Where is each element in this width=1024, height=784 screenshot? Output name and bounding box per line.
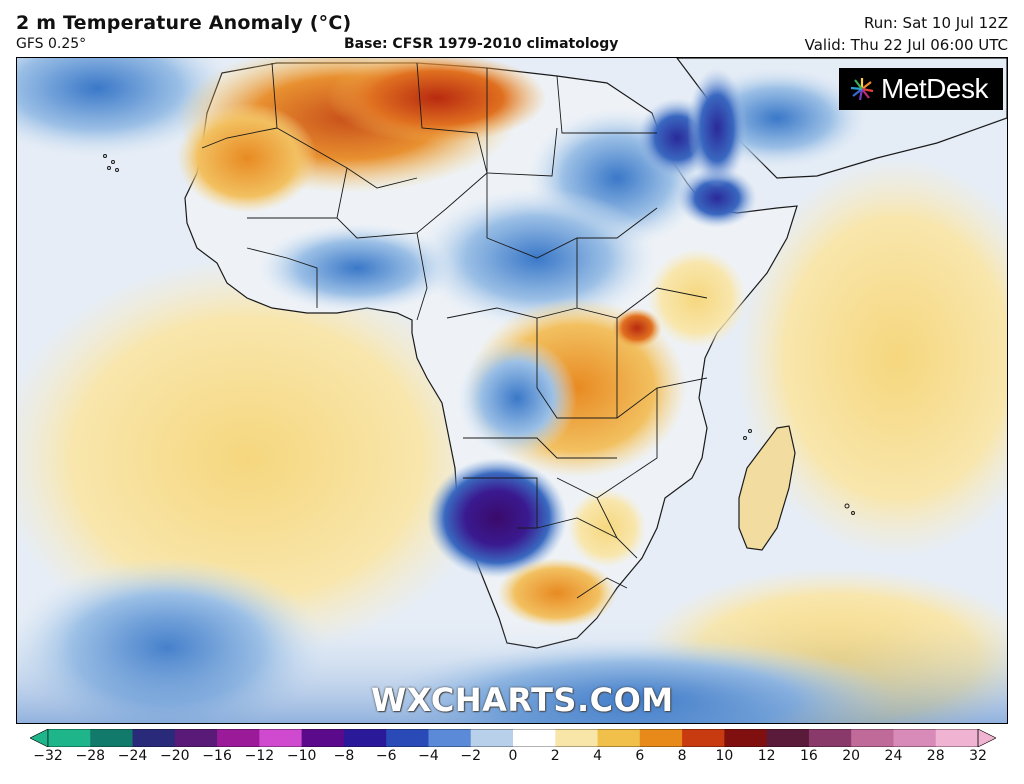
metdesk-logo-text: MetDesk [881,73,988,104]
colorbar-segment [343,729,387,747]
colorbar-tick-label: −10 [286,748,317,764]
colorbar-segment [808,729,852,747]
metdesk-flower-icon [850,78,874,101]
madagascar-landmass [738,425,796,551]
colorbar-tick-label: 20 [842,748,861,764]
metdesk-logo: MetDesk [839,68,1003,110]
map-canvas [17,58,1007,723]
red-sea-cold-area [687,68,747,188]
colorbar-segment [48,729,91,747]
valid-time-label: Valid: Thu 22 Jul 06:00 UTC [804,36,1008,54]
colorbar-tick-label: −12 [244,748,275,764]
wxcharts-watermark: WXCHARTS.COM [371,681,674,719]
colorbar-outline [47,729,979,747]
colorbar-segment [217,729,260,747]
colorbar-segment [301,729,345,747]
colorbar-tick-label: −2 [460,748,482,764]
colorbar-tick-label: 16 [799,748,818,764]
colorbar-segment [386,729,429,747]
colorbar-segment [893,729,937,747]
colorbar-tick-label: 0 [508,748,518,764]
colorbar-tick-label: 32 [969,748,987,764]
chart-title: 2 m Temperature Anomaly (°C) [16,12,352,34]
colorbar-segment [682,729,725,747]
colorbar-tick-label: −20 [160,748,190,764]
colorbar-segment [597,729,641,747]
colorbar-segment [259,729,303,747]
colorbar-tick-label: −4 [418,748,439,764]
colorbar-tick-label: −24 [117,748,148,764]
model-label: GFS 0.25° [16,36,87,52]
colorbar-segment [513,729,556,747]
colorbar-tick-label: 8 [677,748,687,764]
land-anomaly-fields [177,58,757,628]
colorbar-segment [935,729,979,747]
colorbar-segment [639,729,683,747]
run-time-label: Run: Sat 10 Jul 12Z [863,14,1008,32]
colorbar-segment [851,729,894,747]
colorbar-segment [132,729,176,747]
base-climatology-label: Base: CFSR 1979-2010 climatology [344,36,619,52]
colorbar-tick-label: 4 [593,748,602,764]
colorbar-tick-label: 24 [884,748,903,764]
colorbar-segment [174,729,218,747]
colorbar-tick-label: 10 [715,748,734,764]
colorbar-tick-label: −8 [333,748,355,764]
colorbar-right-arrow [977,729,996,747]
colorbar-segment [555,729,599,747]
atlantic-warm-area [17,258,497,658]
colorbar-tick-label: 6 [635,748,645,764]
colorbar-segment [470,729,514,747]
small-islands [103,154,855,515]
southern-ocean-shading [17,618,1007,723]
colorbar-tick-label: 28 [926,748,945,764]
colorbar-segment [724,729,768,747]
colorbar-segment [90,729,134,747]
colorbar-tick-label: −16 [202,748,232,764]
anomaly-colorbar [30,729,996,747]
colorbar-segment [766,729,810,747]
colorbar-ticks: −32 −28 −24 −20 −16 −12 −10 −8 −6 −4 −2 0 2 4 6 8 10 12 16… [0,748,1024,770]
country-borders [201,62,708,599]
colorbar-tick-label: −28 [75,748,106,764]
anomaly-map[interactable]: MetDesk WXCHARTS.COM [16,57,1008,724]
colorbar-tick-label: −6 [375,748,397,764]
colorbar-tick-label: 12 [757,748,776,764]
colorbar-left-arrow [30,729,49,747]
colorbar-tick-label: −32 [33,748,63,764]
colorbar-segment [428,729,472,747]
colorbar-tick-label: 2 [550,748,560,764]
indian-ocean-warm-area [737,158,1007,558]
